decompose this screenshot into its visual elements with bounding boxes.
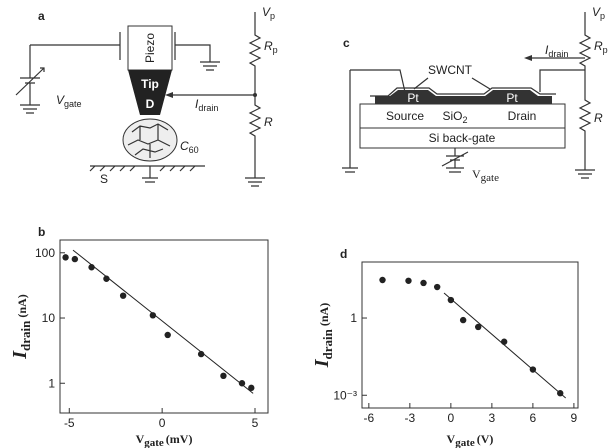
panel-letter: d [340,247,347,261]
x-tick-label: 0 [159,416,166,430]
pt-right: Pt [506,91,518,105]
plot-frame [361,261,579,409]
piezo-wiring [30,32,220,71]
fit-line [443,292,567,399]
panel-c: c Idrain Vp Rp R Si back-gate Source SiO… [342,5,608,184]
x-tick-label: -6 [363,411,374,425]
gate-label: Si back-gate [429,131,496,145]
c60-label: C60 [180,139,199,155]
data-point [379,276,386,284]
x-tick-label: -5 [64,416,75,430]
current-arrow [165,92,173,98]
idrain-label: Idrain [545,43,568,59]
data-point [500,338,508,345]
current-arrow [524,55,532,61]
data-point [238,380,246,387]
panel-letter: c [343,36,350,50]
vgate-label: Vgate [56,93,82,109]
y-tick-label: 10 [42,311,56,325]
swcnt [370,87,556,97]
tip-label: Tip [141,77,159,91]
gate-battery [441,148,469,173]
panel-a: a Piezo Tip D Vgate Idrain Vp Rp R C60 S [15,5,278,187]
data-point [420,279,427,287]
idrain-label: Idrain [195,97,218,113]
data-point [88,264,95,271]
c60 [122,118,178,162]
data-point [459,316,467,324]
x-axis-label: Vgate (mV) [136,432,193,448]
data-point [557,390,564,397]
y-tick-label: 1 [350,311,357,325]
gate-battery [15,45,45,114]
sio2-label: SiO2 [442,109,467,125]
swcnt-leaders [413,77,491,90]
y-tick-label: 10⁻³ [333,388,357,402]
x-tick-label: 0 [448,411,455,425]
data-point [475,323,482,331]
data-point [447,296,455,304]
data-point [164,331,171,339]
x-tick-label: 6 [530,411,537,425]
panel-letter: a [38,9,45,23]
x-tick-label: 9 [571,411,578,425]
s-label: S [100,172,108,186]
data-point [119,292,127,299]
charts: b -5 0 5 1 10 100 Vgate (mV) Idrain(nA) d -6 -3 0 3 6 9 1… [9,225,579,448]
y-tick-label: 100 [35,246,55,260]
fit-line [72,249,254,394]
swcnt-label: SWCNT [428,63,473,77]
data-point [529,366,537,373]
plot-frame [59,239,269,414]
oxide [359,103,566,129]
rp-label: Rp [264,39,278,55]
data-point [197,350,205,358]
substrate [89,165,205,183]
chart: d -6 -3 0 3 6 9 1 10⁻³ Vgate (V) Idrain(nA) [311,247,579,448]
x-tick-label: 3 [489,411,496,425]
data-point [433,283,441,291]
vp-label: Vp [592,5,605,21]
x-tick-label: -3 [405,411,416,425]
electrodes [375,90,552,104]
pt-left: Pt [407,91,419,105]
c60-pattern [127,123,171,158]
drain-label: Drain [508,109,537,123]
y-tick-label: 1 [48,376,55,390]
data-point [405,277,412,284]
vgate-label: Vgate [472,167,499,184]
data-point [103,275,110,282]
rp-label: Rp [594,39,608,55]
bias-circuit [530,12,595,179]
piezo [127,25,173,71]
tip-d-label: D [146,97,155,111]
y-axis-label: Idrain(nA) [311,303,335,368]
x-axis-label: Vgate (V) [447,432,494,448]
data-point [62,254,69,261]
x-tick-label: 5 [252,416,259,430]
data-point [248,384,255,392]
node [253,93,257,97]
panel-letter: b [38,225,45,239]
r-label: R [264,115,273,129]
data-point [149,312,157,319]
tip [128,70,172,115]
vp-label: Vp [262,5,275,21]
source-label: Source [386,109,424,123]
r-label: R [594,111,603,125]
data-point [71,255,79,263]
data-point [220,372,227,380]
bias-circuit [170,12,265,187]
chart: b -5 0 5 1 10 100 Vgate (mV) Idrain(nA) [9,225,269,448]
piezo-label: Piezo [143,33,157,63]
device-wiring [342,69,585,173]
y-axis-label: Idrain(nA) [9,294,33,359]
